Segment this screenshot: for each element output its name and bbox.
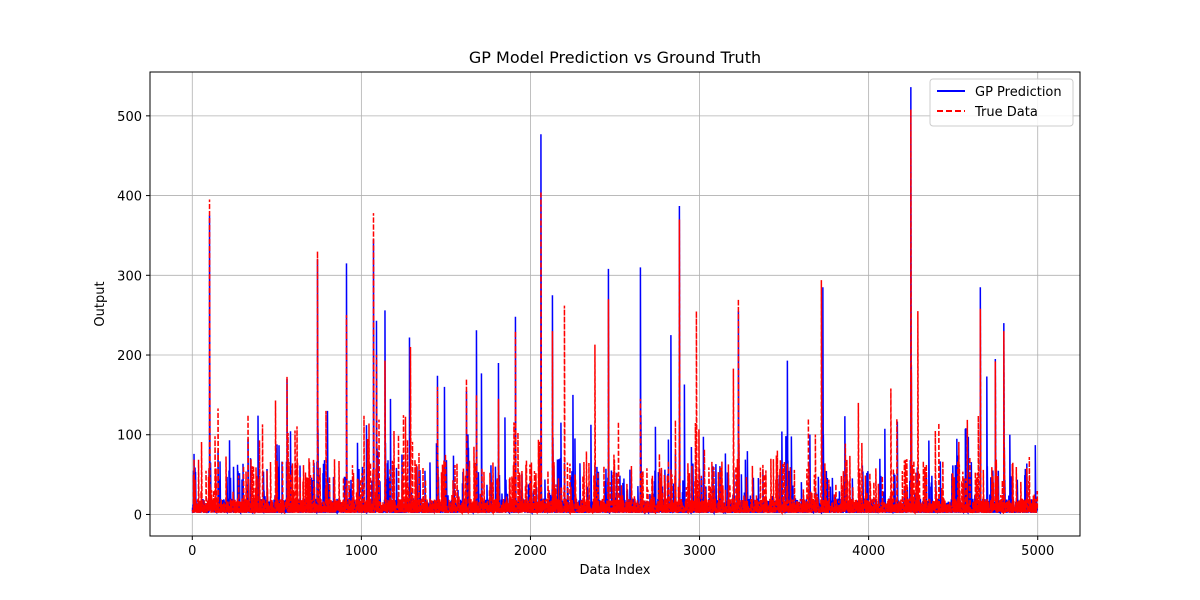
y-tick-label: 0 <box>134 508 142 523</box>
x-tick-label: 3000 <box>683 544 716 559</box>
x-tick-label: 4000 <box>852 544 885 559</box>
y-tick-label: 500 <box>117 110 142 125</box>
x-tick-label: 5000 <box>1021 544 1054 559</box>
y-tick-label: 300 <box>117 269 142 284</box>
series-line-true-data <box>191 109 1039 516</box>
y-axis-label: Output <box>93 281 108 326</box>
y-tick-label: 200 <box>117 349 142 364</box>
plot-frame <box>149 71 1081 537</box>
series-layer <box>191 87 1039 516</box>
legend-box <box>929 78 1074 127</box>
ticks: 0 1000 2000 3000 4000 5000 0 100 200 300 400 500 <box>117 110 1054 559</box>
y-tick-label: 400 <box>117 190 142 205</box>
legend-label-true-data: True Data <box>974 105 1038 120</box>
y-tick-label: 100 <box>117 429 142 444</box>
legend-label-gp-prediction: GP Prediction <box>975 85 1062 100</box>
grid <box>150 72 1080 536</box>
x-axis-label: Data Index <box>580 563 651 578</box>
chart-title: GP Model Prediction vs Ground Truth <box>469 48 761 67</box>
legend: GP Prediction True Data <box>929 78 1074 127</box>
x-tick-label: 1000 <box>345 544 378 559</box>
x-tick-label: 0 <box>188 544 196 559</box>
x-tick-label: 2000 <box>514 544 547 559</box>
